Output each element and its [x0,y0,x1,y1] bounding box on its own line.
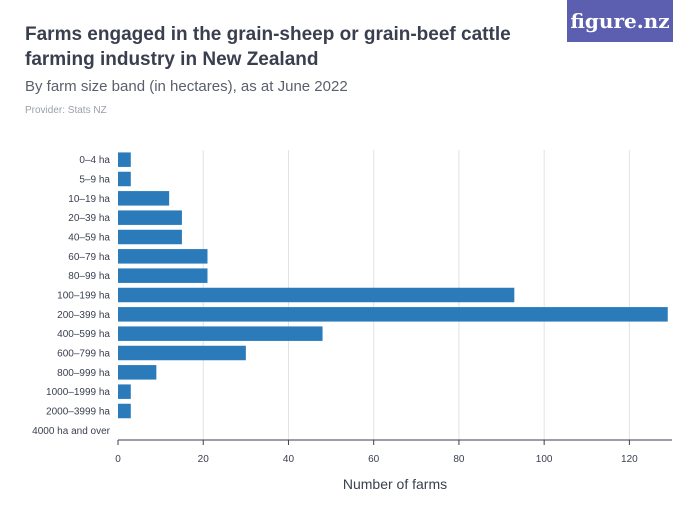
bar-6[interactable] [118,268,208,283]
category-label-2: 10–19 ha [68,194,110,205]
chart-header: Farms engaged in the grain-sheep or grai… [25,22,545,116]
bar-11[interactable] [118,365,157,380]
x-tick-label-120: 120 [621,454,638,465]
bar-7[interactable] [118,287,515,303]
bar-1[interactable] [118,171,131,187]
category-label-11: 800–999 ha [57,368,110,379]
x-tick-label-40: 40 [283,454,295,465]
category-label-10: 600–799 ha [57,349,110,360]
x-axis-title: Number of farms [343,476,447,492]
bar-12[interactable] [118,384,131,399]
bar-0[interactable] [118,152,131,167]
x-tick-label-20: 20 [198,454,210,465]
chart-title: Farms engaged in the grain-sheep or grai… [25,24,511,70]
x-axis-ticks: 0 20 40 60 80 100 120 [115,440,638,465]
bar-8[interactable] [118,307,668,322]
x-tick-label-0: 0 [115,454,121,465]
bar-2[interactable] [118,191,170,206]
bar-13[interactable] [118,403,131,419]
category-label-1: 5–9 ha [79,175,110,186]
category-labels: 0–4 ha 5–9 ha 10–19 ha 20–39 ha 40–59 ha 60–7… [32,155,111,437]
chart-subtitle: By farm size band (in hectares), as at J… [25,78,348,95]
x-tick-label-60: 60 [368,454,380,465]
bar-3[interactable] [118,210,182,225]
bars [118,152,668,419]
x-tick-label-80: 80 [453,454,465,465]
bar-5[interactable] [118,249,208,264]
category-label-13: 2000–3999 ha [46,407,110,418]
logo-text: figure.nz [570,9,670,33]
category-label-12: 1000–1999 ha [46,387,110,398]
category-label-0: 0–4 ha [79,155,110,166]
category-label-7: 100–199 ha [57,291,110,302]
category-label-5: 60–79 ha [68,252,110,263]
category-label-8: 200–399 ha [57,310,110,321]
category-label-4: 40–59 ha [68,233,110,244]
bar-4[interactable] [118,229,182,245]
bar-9[interactable] [118,326,323,341]
category-label-9: 400–599 ha [57,329,110,340]
bar-10[interactable] [118,345,246,361]
category-label-14: 4000 ha and over [32,426,111,437]
figure-nz-logo[interactable]: figure.nz [567,0,673,42]
category-label-6: 80–99 ha [68,271,110,282]
category-label-3: 20–39 ha [68,213,110,224]
x-tick-label-100: 100 [536,454,553,465]
provider-credit: Provider: Stats NZ [25,105,107,116]
